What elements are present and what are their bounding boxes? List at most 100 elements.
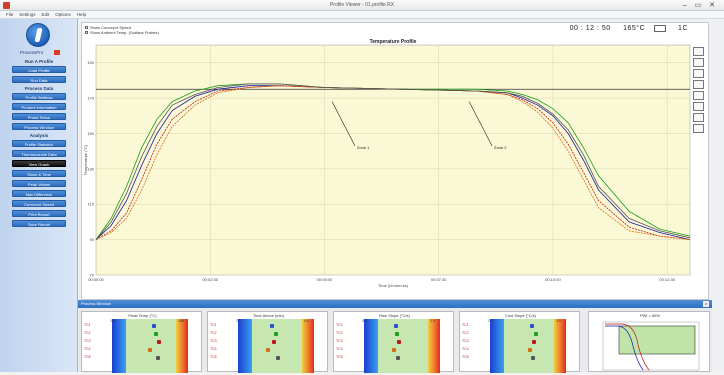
y-tick-label: 150 xyxy=(87,131,94,136)
tool-button[interactable] xyxy=(693,47,704,56)
high-limit-band xyxy=(554,319,566,373)
option-conveyor-speed[interactable]: Show Conveyor Speed xyxy=(85,25,159,30)
checkbox-icon[interactable] xyxy=(85,31,88,34)
tool-button[interactable] xyxy=(693,58,704,67)
chart-panel: Show Conveyor Speed Show Ambient Temp. (… xyxy=(81,22,709,300)
zone-rows: TC1 TC2 TC3 TC4 TC5 xyxy=(462,323,490,363)
nav-button-run-data[interactable]: Run Data xyxy=(12,76,66,83)
zone-marker xyxy=(274,332,278,336)
chart-options: Show Conveyor Speed Show Ambient Temp. (… xyxy=(85,25,159,35)
high-limit-band xyxy=(302,319,314,373)
logo-icon xyxy=(26,23,50,47)
zone-marker xyxy=(148,348,152,352)
x-tick-label: 00:12:30 xyxy=(659,277,675,282)
x-axis-label: Time (hh:mm:ss) xyxy=(378,283,409,288)
zone-row-label: TC4 xyxy=(84,347,91,351)
readout-temp: 165°C xyxy=(623,25,646,33)
zone-marker xyxy=(527,348,532,352)
brand-label: ProcessPro xyxy=(20,50,44,55)
tool-button[interactable] xyxy=(693,91,704,100)
y-axis-label: Temperature (°C) xyxy=(83,144,88,175)
nav-button-probe-setup[interactable]: Probe Setup xyxy=(12,113,66,120)
plot-area xyxy=(95,44,691,276)
checkbox-icon[interactable] xyxy=(85,26,88,29)
x-tick-label: 00:05:00 xyxy=(317,277,333,282)
tool-button[interactable] xyxy=(693,113,704,122)
zone-row-label: TC4 xyxy=(462,347,469,351)
nav-button-profile-statistics[interactable]: Profile Statistics xyxy=(12,140,66,147)
nav-heading-run-a-profile: Run A Profile xyxy=(24,59,54,64)
menu-item-settings[interactable]: Settings xyxy=(19,12,36,17)
menu-item-edit[interactable]: Edit xyxy=(41,12,50,17)
nav-button-product-information[interactable]: Product Information xyxy=(12,103,66,110)
zone-row-label: TC1 xyxy=(84,323,91,327)
menu-item-file[interactable]: File xyxy=(6,12,14,17)
high-limit-label: 4.0 xyxy=(304,319,309,323)
tool-button[interactable] xyxy=(693,69,704,78)
option-ambient-temp[interactable]: Show Ambient Temp. (Surface Probes) xyxy=(85,30,159,35)
temperature-chart[interactable]: 70 90 110 130 150 170 190 00:00:00 00:02:30 00:05… xyxy=(82,23,710,301)
zone-card-title: Peak Temp (°C) xyxy=(128,313,157,318)
zone-row-label: TC5 xyxy=(210,355,217,359)
series-line-4 xyxy=(95,85,691,240)
zone-row-label: TC5 xyxy=(462,355,469,359)
zone-card: Rise Slope (°C/s) 0.5 2.5 TC1 TC2 TC3 TC4 TC5 xyxy=(333,311,454,373)
annotation-arrow xyxy=(468,101,493,146)
zone-row-label: TC3 xyxy=(336,339,343,343)
menu-item-help[interactable]: Help xyxy=(76,12,87,17)
annotation-arrow xyxy=(331,101,356,146)
chart-title: Temperature Profile xyxy=(370,39,417,45)
y-tick-label: 130 xyxy=(87,166,94,171)
tool-button[interactable] xyxy=(693,102,704,111)
flag-icon xyxy=(54,50,60,55)
low-limit-band xyxy=(364,319,378,373)
zone-marker xyxy=(532,340,537,344)
low-limit-label: 1.0 xyxy=(488,319,493,323)
nav-button-process-window[interactable]: Process Window xyxy=(12,123,66,130)
zone-row-label: TC2 xyxy=(462,331,469,335)
zone-marker xyxy=(396,340,401,344)
menu-item-options[interactable]: Options xyxy=(55,12,71,17)
nav-button-view-graph[interactable]: View Graph xyxy=(12,160,66,167)
zone-marker xyxy=(275,356,280,360)
zone-card: Time Above (min) 2.0 4.0 TC1 TC2 TC3 TC4 TC5 xyxy=(207,311,328,373)
process-window-label: Process Window xyxy=(81,301,111,306)
close-icon[interactable]: x xyxy=(703,301,709,307)
zone-marker xyxy=(270,324,275,328)
nav-button-save-report[interactable]: Save Report xyxy=(12,220,66,227)
nav-button-peak-values[interactable]: Peak Values xyxy=(12,180,66,187)
tool-button[interactable] xyxy=(693,80,704,89)
nav-button-max-difference[interactable]: Max Difference xyxy=(12,190,66,197)
zone-marker xyxy=(266,348,271,352)
low-limit-label: 155 xyxy=(110,319,116,323)
nav-button-profile-settings[interactable]: Profile Settings xyxy=(12,93,66,100)
y-tick-label: 170 xyxy=(87,96,94,101)
zone-rows: TC1 TC2 TC3 TC4 TC5 xyxy=(210,323,238,363)
nav-button-slope-time[interactable]: Slope & Time xyxy=(12,170,66,177)
x-tick-label: 00:02:30 xyxy=(202,277,218,282)
low-limit-label: 0.5 xyxy=(362,319,367,323)
nav-button-print-report[interactable]: Print Report xyxy=(12,210,66,217)
zone-marker xyxy=(529,324,534,328)
zone-row-label: TC4 xyxy=(210,347,217,351)
annotation-label: Zone 1 xyxy=(357,145,370,150)
zone-marker xyxy=(155,356,160,360)
y-tick-label: 190 xyxy=(87,60,94,65)
zone-card-title: Rise Slope (°C/s) xyxy=(379,313,410,318)
zone-row-label: TC5 xyxy=(336,355,343,359)
mode-box[interactable] xyxy=(653,25,666,32)
zone-marker xyxy=(392,348,397,352)
zone-row-label: TC3 xyxy=(210,339,217,343)
pwi-card: PWI = 68% xyxy=(588,311,710,372)
zone-row-label: TC2 xyxy=(336,331,343,335)
nav-button-conveyor-speed[interactable]: Conveyor Speed xyxy=(12,200,66,207)
nav-button-thermocouple-data[interactable]: Thermocouple Data xyxy=(12,150,66,157)
nav-button-load-profile[interactable]: Load Profile xyxy=(12,66,66,73)
zone-row-label: TC2 xyxy=(210,331,217,335)
nav-heading-analysis: Analysis xyxy=(29,133,49,138)
high-limit-label: 2.5 xyxy=(430,319,435,323)
tool-button[interactable] xyxy=(693,124,704,133)
window-controls[interactable]: – ▭ ✕ xyxy=(682,2,718,9)
zone-card: Peak Temp (°C) 155 185 TC1 TC2 TC3 TC4 TC5 xyxy=(81,311,202,373)
